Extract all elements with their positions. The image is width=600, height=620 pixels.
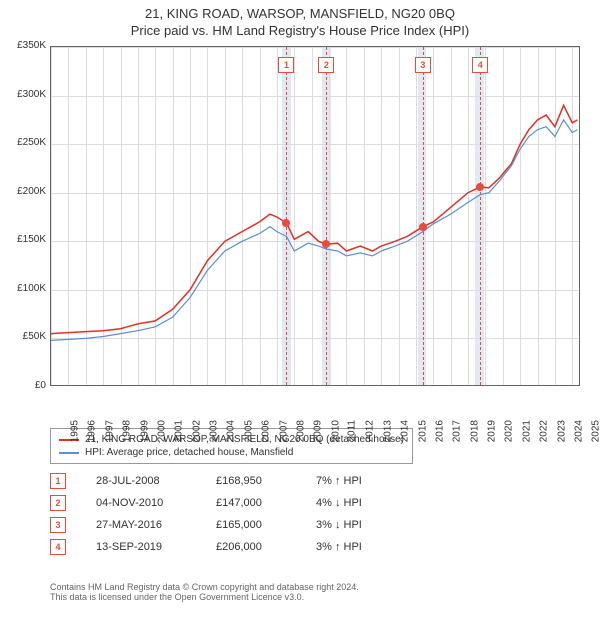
xtick-label: 2012 [365,420,376,442]
transactions-table: 1 28-JUL-2008 £168,950 7% ↑ HPI 2 04-NOV-2010… [50,470,386,558]
xtick-label: 2007 [278,420,289,442]
transaction-date: 27-MAY-2016 [96,519,186,531]
transaction-change: 4% ↓ HPI [316,497,386,509]
chart-title-address: 21, KING ROAD, WARSOP, MANSFIELD, NG20 0… [0,0,600,21]
xtick-label: 2004 [226,420,237,442]
xtick-label: 2025 [591,420,600,442]
ytick-label: £350K [6,40,46,51]
transaction-date: 04-NOV-2010 [96,497,186,509]
transaction-row: 3 27-MAY-2016 £165,000 3% ↓ HPI [50,514,386,536]
transaction-marker: 3 [50,517,66,533]
xtick-label: 1995 [69,420,80,442]
xtick-label: 2006 [260,420,271,442]
xtick-label: 1999 [139,420,150,442]
xtick-label: 2000 [156,420,167,442]
xtick-label: 1997 [104,420,115,442]
xtick-label: 2014 [399,420,410,442]
footer-attribution: Contains HM Land Registry data © Crown c… [50,582,359,602]
xtick-label: 2013 [382,420,393,442]
xtick-label: 2016 [434,420,445,442]
xtick-label: 1996 [87,420,98,442]
transaction-date: 28-JUL-2008 [96,475,186,487]
transaction-change: 3% ↓ HPI [316,519,386,531]
xtick-label: 2015 [417,420,428,442]
chart-svg [51,47,581,387]
transaction-price: £147,000 [216,497,286,509]
sale-dot [476,183,484,191]
ytick-label: £300K [6,89,46,100]
ytick-label: £150K [6,234,46,245]
xtick-label: 2003 [208,420,219,442]
transaction-change: 3% ↑ HPI [316,541,386,553]
xtick-label: 2008 [295,420,306,442]
transaction-price: £168,950 [216,475,286,487]
transaction-row: 2 04-NOV-2010 £147,000 4% ↓ HPI [50,492,386,514]
xtick-label: 2023 [556,420,567,442]
xtick-label: 1998 [121,420,132,442]
footer-line1: Contains HM Land Registry data © Crown c… [50,582,359,592]
transaction-marker: 4 [50,539,66,555]
xtick-label: 2009 [313,420,324,442]
transaction-change: 7% ↑ HPI [316,475,386,487]
sale-dot [419,223,427,231]
transaction-date: 13-SEP-2019 [96,541,186,553]
xtick-label: 2018 [469,420,480,442]
transaction-price: £165,000 [216,519,286,531]
transaction-row: 4 13-SEP-2019 £206,000 3% ↑ HPI [50,536,386,558]
xtick-label: 2020 [504,420,515,442]
transaction-marker: 1 [50,473,66,489]
xtick-label: 2022 [538,420,549,442]
transaction-price: £206,000 [216,541,286,553]
chart-title-sub: Price paid vs. HM Land Registry's House … [0,21,600,38]
series-hpi [51,120,578,341]
ytick-label: £0 [6,380,46,391]
chart-plot-area: 1234 [50,46,580,386]
xtick-label: 2010 [330,420,341,442]
ytick-label: £200K [6,186,46,197]
xtick-label: 2002 [191,420,202,442]
xtick-label: 2005 [243,420,254,442]
legend-swatch [59,452,79,454]
transaction-marker: 2 [50,495,66,511]
ytick-label: £250K [6,137,46,148]
series-price_paid [51,105,578,333]
legend-label: HPI: Average price, detached house, Mans… [85,447,293,458]
legend-row: HPI: Average price, detached house, Mans… [59,446,404,459]
xtick-label: 2024 [573,420,584,442]
xtick-label: 2017 [452,420,463,442]
sale-dot [282,219,290,227]
ytick-label: £50K [6,331,46,342]
ytick-label: £100K [6,283,46,294]
xtick-label: 2001 [174,420,185,442]
xtick-label: 2021 [521,420,532,442]
xtick-label: 2011 [347,420,358,442]
footer-line2: This data is licensed under the Open Gov… [50,592,359,602]
sale-dot [322,240,330,248]
xtick-label: 2019 [486,420,497,442]
transaction-row: 1 28-JUL-2008 £168,950 7% ↑ HPI [50,470,386,492]
